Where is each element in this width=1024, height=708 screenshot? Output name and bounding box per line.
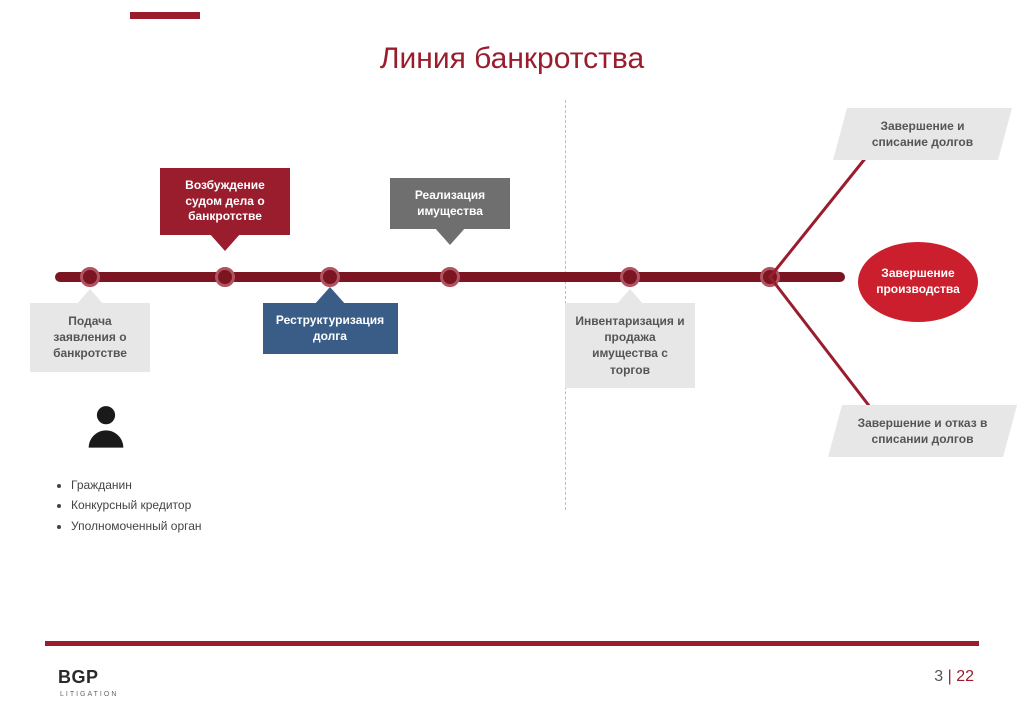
endlabel-writeoff: Завершение и списание долгов (833, 108, 1012, 160)
end-ellipse: Завершение производства (858, 242, 978, 322)
person-icon (80, 400, 132, 452)
footer-bar (45, 641, 979, 646)
page-total: 22 (956, 668, 974, 685)
endlabel-refusal: Завершение и отказ в списании долгов (828, 405, 1017, 457)
bullet-2: Уполномоченный орган (71, 516, 202, 536)
applicant-list: ГражданинКонкурсный кредиторУполномоченн… (55, 475, 202, 536)
bullet-0: Гражданин (71, 475, 202, 495)
page-current: 3 (934, 668, 943, 685)
branch-lines (0, 0, 1024, 708)
end-ellipse-text: Завершение производства (866, 266, 970, 297)
logo: BGP (58, 667, 99, 688)
pager: 3 | 22 (934, 668, 974, 686)
endlabel-refusal-text: Завершение и отказ в списании долгов (847, 415, 998, 447)
bullet-1: Конкурсный кредитор (71, 495, 202, 515)
page-sep: | (943, 668, 956, 685)
logo-sub: LITIGATION (60, 691, 118, 698)
endlabel-writeoff-text: Завершение и списание долгов (852, 118, 993, 150)
